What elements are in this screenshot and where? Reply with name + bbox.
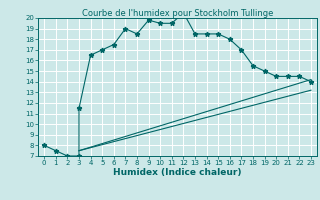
X-axis label: Humidex (Indice chaleur): Humidex (Indice chaleur) [113,168,242,177]
Title: Courbe de l'humidex pour Stockholm Tullinge: Courbe de l'humidex pour Stockholm Tulli… [82,9,273,18]
